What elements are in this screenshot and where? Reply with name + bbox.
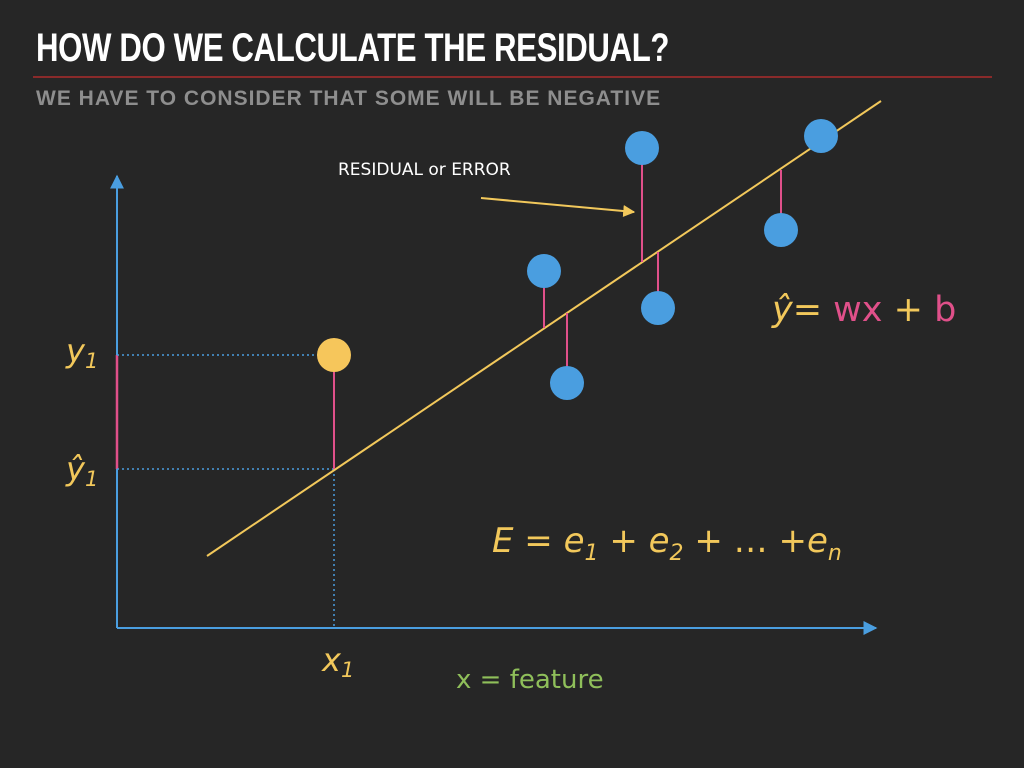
y1-label: y1 (65, 332, 98, 373)
data-point-highlighted (317, 338, 351, 372)
regression-line (206, 100, 882, 557)
data-point (764, 213, 798, 247)
error-equation: E = e1 + e2 + … +en (492, 521, 842, 566)
x-feature-label: x = feature (456, 665, 604, 695)
data-point (804, 119, 838, 153)
residual-annotation-arrow (480, 197, 636, 217)
data-point (550, 366, 584, 400)
slide-subtitle: WE HAVE TO CONSIDER THAT SOME WILL BE NE… (36, 87, 662, 110)
data-point (625, 131, 659, 165)
data-point (641, 291, 675, 325)
regression-equation: ŷ= wx + b (771, 290, 956, 330)
residual-annotation-label: RESIDUAL or ERROR (338, 160, 511, 180)
yhat1-label: ŷ1 (65, 450, 98, 491)
title-divider (33, 76, 992, 78)
data-point (527, 254, 561, 288)
x1-label: x1 (321, 641, 354, 682)
slide-title: HOW DO WE CALCULATE THE RESIDUAL? (36, 26, 670, 70)
